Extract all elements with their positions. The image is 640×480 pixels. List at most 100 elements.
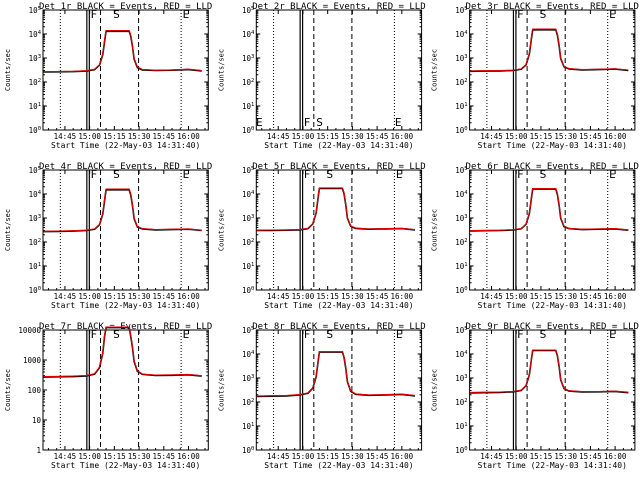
x-tick-label: 14:45 — [54, 292, 77, 301]
y-tick-label: 101 — [455, 422, 467, 431]
plot-frame — [469, 9, 636, 131]
x-tick-label: 15:15 — [103, 132, 126, 141]
x-tick-label: 15:45 — [366, 132, 389, 141]
y-tick-label: 105 — [242, 6, 254, 15]
panel-title: Det 3r BLACK = Events, RED = LLD — [466, 2, 639, 12]
x-tick-label: 14:45 — [480, 132, 503, 141]
x-tick-label: 16:00 — [177, 452, 200, 461]
series-events-line — [256, 187, 416, 232]
y-axis-label: Counts/sec — [217, 49, 225, 91]
y-tick-label: 104 — [455, 190, 468, 199]
x-tick-label: 14:45 — [480, 452, 503, 461]
y-axis-label: Counts/sec — [217, 369, 225, 411]
series-lld-line — [470, 349, 629, 393]
y-tick-label: 100 — [455, 126, 467, 135]
marker-f: F — [304, 168, 311, 181]
y-tick-label: 105 — [455, 166, 467, 175]
marker-s: S — [113, 8, 120, 21]
y-tick-label: 104 — [455, 30, 468, 39]
y-tick-label: 101 — [455, 262, 467, 271]
y-tick-label: 10 — [32, 416, 42, 425]
y-tick-label: 1000 — [23, 356, 42, 365]
y-tick-label: 105 — [455, 6, 467, 15]
marker-s: S — [540, 168, 547, 181]
y-tick-label: 103 — [455, 214, 467, 223]
x-tick-label: 14:45 — [267, 292, 290, 301]
x-tick-label: 15:30 — [554, 452, 577, 461]
y-tick-label: 100 — [455, 286, 467, 295]
y-tick-label: 105 — [29, 166, 41, 175]
y-tick-label: 102 — [242, 398, 254, 407]
x-tick-label: 16:00 — [391, 132, 414, 141]
plot-frame — [469, 169, 636, 291]
x-tick-label: 15:15 — [530, 132, 553, 141]
y-axis-label: Counts/sec — [4, 49, 12, 91]
y-tick-label: 102 — [242, 238, 254, 247]
y-tick-label: 102 — [455, 78, 467, 87]
y-tick-label: 103 — [29, 214, 41, 223]
x-tick-label: 15:00 — [78, 452, 101, 461]
marker-f: F — [90, 328, 97, 341]
marker-e: E — [183, 328, 190, 341]
x-tick-label: 14:45 — [54, 452, 77, 461]
x-tick-label: 15:30 — [341, 292, 364, 301]
x-axis-label: Start Time (22-May-03 14:31:40) — [264, 301, 413, 310]
series-lld-line — [43, 326, 202, 378]
y-tick-label: 103 — [242, 374, 254, 383]
y-tick-label: 101 — [242, 422, 254, 431]
x-tick-label: 14:45 — [267, 452, 290, 461]
x-tick-label: 15:00 — [292, 132, 315, 141]
y-tick-label: 101 — [29, 262, 41, 271]
x-tick-label: 14:45 — [54, 132, 77, 141]
x-axis-label: Start Time (22-May-03 14:31:40) — [478, 461, 627, 470]
series-events-line — [470, 28, 629, 73]
y-axis-label: Counts/sec — [431, 369, 439, 411]
x-tick-label: 15:30 — [128, 132, 151, 141]
x-tick-label: 15:45 — [153, 132, 176, 141]
marker-f: F — [90, 8, 97, 21]
x-tick-label: 15:30 — [554, 132, 577, 141]
x-tick-label: 15:15 — [316, 452, 339, 461]
y-tick-label: 103 — [455, 54, 467, 63]
y-axis-label: Counts/sec — [4, 209, 12, 251]
marker-e: E — [183, 168, 190, 181]
y-tick-label: 105 — [29, 6, 41, 15]
panel-det-7: Det 7r BLACK = Events, RED = LLD11010010… — [4, 322, 212, 470]
panel-det-2: Det 2r BLACK = Events, RED = LLD 100 101 10… — [217, 2, 425, 150]
marker-e: E — [396, 168, 403, 181]
series-events-line — [43, 326, 202, 378]
y-tick-label: 10000 — [18, 326, 41, 335]
x-tick-label: 15:00 — [505, 452, 528, 461]
y-tick-label: 100 — [242, 126, 254, 135]
x-tick-label: 15:30 — [128, 292, 151, 301]
x-tick-label: 15:45 — [579, 132, 602, 141]
x-axis-label: Start Time (22-May-03 14:31:40) — [264, 461, 413, 470]
y-tick-label: 102 — [29, 78, 41, 87]
x-axis-label: Start Time (22-May-03 14:31:40) — [478, 301, 627, 310]
x-tick-label: 15:45 — [579, 452, 602, 461]
y-tick-label: 100 — [29, 286, 41, 295]
x-tick-label: 16:00 — [177, 132, 200, 141]
x-tick-label: 14:45 — [480, 292, 503, 301]
panel-title: Det 4r BLACK = Events, RED = LLD — [39, 162, 212, 172]
y-tick-label: 1 — [36, 446, 41, 455]
y-tick-label: 100 — [242, 446, 254, 455]
panel-det-4: Det 4r BLACK = Events, RED = LLD 100 101 10… — [4, 162, 212, 310]
panel-det-3: Det 3r BLACK = Events, RED = LLD 100 101 10… — [431, 2, 639, 150]
panel-title: Det 6r BLACK = Events, RED = LLD — [466, 162, 639, 172]
y-tick-label: 101 — [455, 102, 467, 111]
y-tick-label: 104 — [242, 350, 255, 359]
y-axis-label: Counts/sec — [431, 209, 439, 251]
marker-s: S — [540, 328, 547, 341]
y-tick-label: 103 — [455, 374, 467, 383]
y-tick-label: 102 — [455, 398, 467, 407]
marker-e: E — [609, 168, 616, 181]
y-axis-label: Counts/sec — [431, 49, 439, 91]
x-tick-label: 16:00 — [604, 452, 627, 461]
y-tick-label: 104 — [242, 190, 255, 199]
x-tick-label: 15:00 — [78, 132, 101, 141]
marker-f: F — [304, 328, 311, 341]
x-tick-label: 15:00 — [505, 292, 528, 301]
marker-f: F — [304, 116, 311, 129]
